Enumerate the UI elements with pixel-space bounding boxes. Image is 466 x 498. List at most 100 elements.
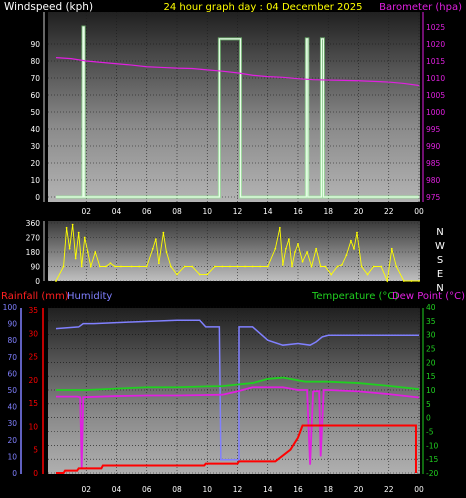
rainfall-y-tick-label: 0	[33, 469, 38, 478]
direction-y-tick-label: 180	[26, 248, 41, 257]
barometer-y-tick-label: 985	[426, 159, 441, 168]
wind-y-tick-label: 40	[30, 125, 40, 134]
wind-x-tick-label: 14	[263, 207, 273, 216]
wind-direction-point	[291, 265, 293, 268]
wind-direction-point	[191, 265, 194, 268]
wind-direction-point	[301, 260, 304, 263]
wind-direction-point	[360, 265, 363, 268]
temperature-y-tick-label: 20	[426, 358, 436, 367]
wind-direction-series	[55, 224, 419, 283]
windspeed-axis-title: Windspeed (kph)	[4, 1, 93, 13]
wind-direction-point	[372, 265, 375, 268]
graph-date-title: 24 hour graph day : 04 December 2025	[164, 2, 363, 13]
humidity-y-tick-label: 50	[7, 386, 17, 395]
climate-x-tick-label: 00	[414, 485, 424, 494]
compass-label: N	[436, 283, 443, 294]
climate-x-tick-label: 12	[233, 485, 243, 494]
compass-label: W	[435, 241, 445, 252]
wind-direction-point	[330, 273, 333, 276]
wind-y-tick-label: 30	[30, 142, 40, 151]
wind-direction-point	[266, 265, 269, 268]
wind-x-tick-label: 16	[293, 207, 303, 216]
temperature-y-tick-label: 30	[426, 331, 436, 340]
wind-direction-point	[94, 251, 97, 253]
barometer-y-tick-label: 1015	[426, 57, 445, 66]
wind-y-tick-label: 90	[30, 40, 40, 49]
dewpoint-axis-title: Dew Point (°C)	[392, 291, 465, 302]
wind-y-tick-label: 0	[35, 193, 40, 202]
humidity-y-tick-label: 0	[12, 469, 17, 478]
wind-direction-point	[213, 265, 216, 268]
temperature-y-tick-label: 15	[426, 372, 436, 381]
wind-direction-point	[345, 254, 348, 257]
rainfall-series-line	[56, 424, 417, 474]
wind-direction-point	[145, 265, 148, 268]
rainfall-y-tick-label: 30	[28, 329, 38, 338]
wind-direction-point	[402, 280, 405, 282]
wind-direction-point	[198, 273, 201, 276]
wind-direction-point	[71, 223, 74, 226]
temperature-y-tick-label: -15	[426, 455, 438, 464]
wind-direction-point	[221, 265, 224, 268]
rainfall-y-tick-label: 5	[33, 446, 38, 455]
wind-direction-point	[350, 239, 352, 242]
wind-x-tick-label: 08	[172, 207, 182, 216]
barometer-axis-title: Barometer (hpa)	[379, 2, 462, 13]
wind-direction-point	[306, 251, 308, 253]
wind-direction-point	[380, 265, 383, 268]
climate-x-tick-label: 16	[293, 485, 303, 494]
wind-direction-point	[390, 247, 393, 250]
humidity-y-tick-label: 40	[7, 403, 17, 412]
wind-direction-point	[151, 247, 154, 250]
barometer-series-line	[55, 57, 420, 87]
wind-direction-point	[162, 231, 165, 234]
wind-direction-point	[340, 263, 343, 266]
direction-y-tick-label: 360	[26, 219, 41, 228]
wind-direction-point	[294, 251, 296, 253]
wind-direction-point	[109, 262, 112, 265]
wind-direction-point	[138, 265, 141, 268]
wind-direction-point	[278, 226, 281, 229]
wind-direction-point	[410, 280, 413, 282]
temperature-y-tick-label: -10	[426, 441, 438, 450]
wind-direction-point	[157, 262, 160, 265]
humidity-y-tick-label: 90	[7, 320, 17, 329]
wind-y-tick-label: 10	[30, 176, 40, 185]
humidity-y-tick-label: 10	[7, 452, 17, 461]
wind-direction-point	[55, 280, 57, 282]
direction-y-tick-label: 270	[26, 234, 41, 243]
humidity-y-tick-label: 20	[7, 436, 17, 445]
rainfall-axis-title: Rainfall (mm)	[1, 291, 69, 302]
wind-direction-point	[165, 251, 168, 253]
rainfall-y-tick-label: 10	[28, 422, 38, 431]
wind-direction-point	[130, 265, 133, 268]
wind-direction-point	[418, 280, 420, 282]
wind-direction-point	[310, 265, 313, 268]
wind-direction-point	[74, 257, 77, 260]
climate-x-tick-label: 14	[263, 485, 273, 494]
wind-direction-point	[68, 247, 71, 250]
climate-x-tick-label: 04	[112, 485, 122, 494]
wind-x-tick-label: 06	[142, 207, 152, 216]
humidity-axis-title: Humidity	[67, 291, 112, 302]
humidity-y-tick-label: 80	[7, 336, 17, 345]
barometer-y-tick-label: 995	[426, 125, 441, 134]
panel1-background	[48, 12, 420, 202]
wind-direction-point	[324, 265, 327, 268]
wind-direction-point	[80, 265, 83, 268]
wind-direction-point	[83, 236, 86, 239]
climate-x-tick-label: 10	[202, 485, 212, 494]
wind-y-tick-label: 50	[30, 108, 40, 117]
compass-label: E	[437, 269, 443, 280]
temperature-y-tick-label: 35	[426, 317, 436, 326]
humidity-y-tick-label: 100	[3, 303, 18, 312]
dewpoint-series-line	[56, 386, 420, 468]
wind-direction-point	[105, 265, 107, 268]
wind-direction-point	[98, 265, 101, 268]
wind-y-tick-label: 20	[30, 159, 40, 168]
barometer-y-tick-label: 980	[426, 176, 441, 185]
